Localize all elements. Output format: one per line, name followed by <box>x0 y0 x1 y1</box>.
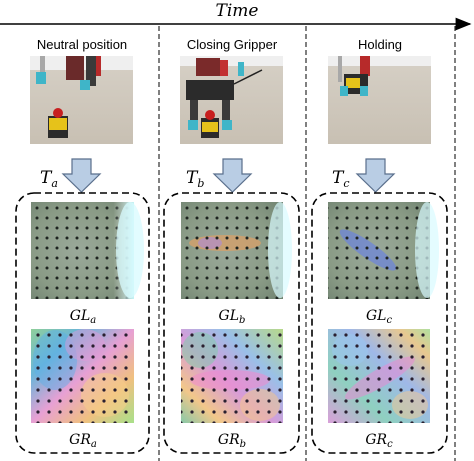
time-label: Time <box>216 1 259 21</box>
stage-label: Neutral position <box>37 37 127 52</box>
column-holding: Holding Tc GLc <box>311 37 448 454</box>
gr-image <box>181 329 283 423</box>
robot-photo <box>30 56 133 144</box>
gl-image <box>181 202 292 299</box>
gr-image <box>31 329 134 423</box>
gr-label: GRc <box>365 432 393 450</box>
time-stage-label: Tc <box>332 168 350 190</box>
stage-label: Closing Gripper <box>187 37 278 52</box>
gr-label: GRb <box>218 432 246 450</box>
robot-photo <box>180 56 283 144</box>
stage-label: Holding <box>358 37 402 52</box>
gr-image <box>328 329 430 423</box>
gl-image <box>31 202 144 299</box>
sensor-frame <box>163 192 300 454</box>
gl-label: GLa <box>70 308 96 326</box>
down-arrow <box>212 158 253 193</box>
down-arrow <box>355 158 396 193</box>
sensor-frame <box>15 192 150 454</box>
down-arrow <box>61 158 102 193</box>
gr-label: GRa <box>69 432 97 450</box>
time-stage-label: Ta <box>40 168 58 190</box>
gl-image <box>328 202 439 299</box>
column-neutral: Neutral position Ta <box>15 37 150 454</box>
robot-photo <box>328 56 431 144</box>
gl-label: GLc <box>366 308 392 326</box>
column-closing: Closing Gripper Tb <box>163 37 300 454</box>
gl-label: GLb <box>219 308 246 326</box>
time-stage-label: Tb <box>186 168 204 190</box>
sensor-frame <box>311 192 448 454</box>
